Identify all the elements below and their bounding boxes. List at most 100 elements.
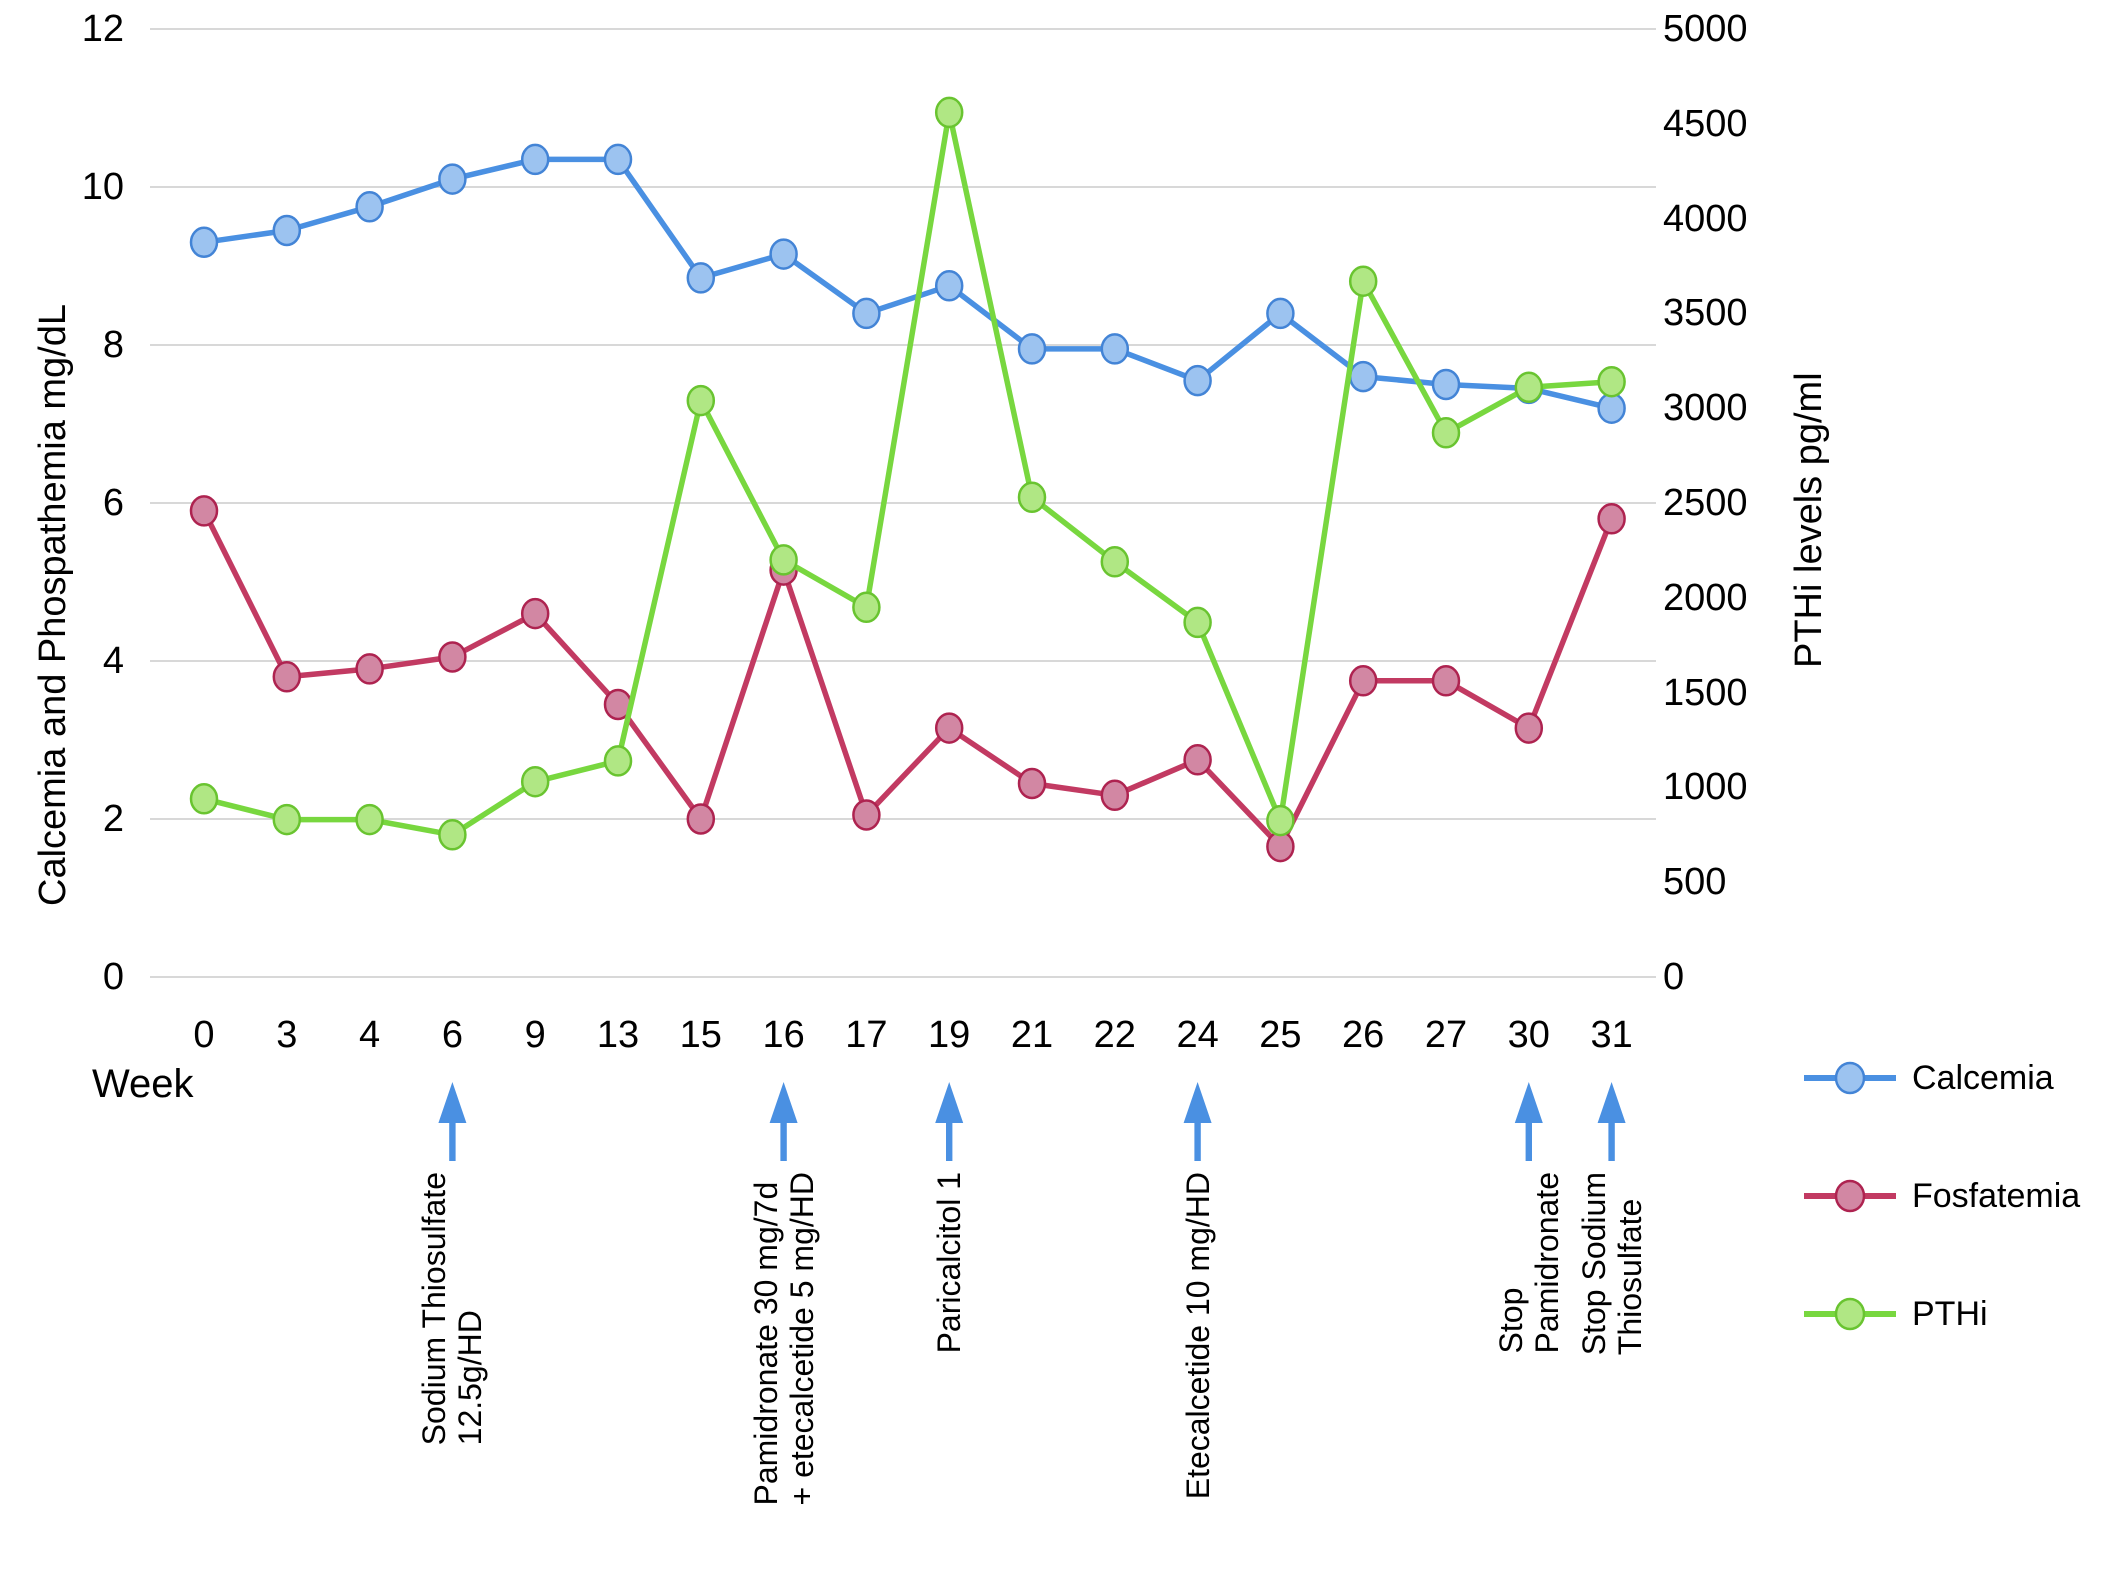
legend-marker-icon — [1804, 1297, 1896, 1331]
data-point-marker — [1017, 333, 1047, 365]
data-point-marker — [520, 143, 550, 176]
data-point-marker — [438, 641, 467, 673]
annotation-label: Pamidronate 30 mg/7d + etecalcetide 5 mg/… — [748, 1172, 820, 1506]
left-tick-label: 10 — [81, 166, 124, 208]
left-tick-label: 0 — [102, 956, 124, 998]
data-point-marker — [189, 783, 219, 815]
right-tick-label: 4500 — [1663, 102, 1748, 145]
data-point-marker — [852, 297, 881, 330]
x-tick-label: 21 — [1010, 1014, 1054, 1056]
up-arrow-icon — [935, 1082, 964, 1161]
right-tick-label: 5000 — [1663, 8, 1748, 50]
data-point-marker — [1100, 779, 1130, 812]
x-tick-label: 4 — [359, 1014, 381, 1056]
x-tick-label: 27 — [1424, 1014, 1468, 1056]
data-point-marker — [686, 803, 716, 835]
data-point-marker — [1514, 371, 1544, 404]
x-tick-label: 0 — [193, 1014, 215, 1056]
data-point-marker — [603, 745, 633, 777]
data-point-marker — [1514, 712, 1544, 744]
x-tick-label: 9 — [524, 1014, 546, 1056]
x-tick-label: 30 — [1507, 1014, 1550, 1056]
right-tick-label: 3500 — [1663, 292, 1748, 335]
data-point-marker — [852, 591, 881, 624]
series-calcemia — [189, 143, 1626, 424]
x-tick-label: 31 — [1590, 1014, 1633, 1056]
left-tick-label: 4 — [102, 640, 124, 682]
legend-item: Fosfatemia — [1802, 1176, 2080, 1216]
up-arrow-icon — [769, 1082, 798, 1161]
data-point-marker — [272, 661, 302, 693]
right-tick-label: 2500 — [1663, 482, 1748, 524]
data-point-marker — [1100, 333, 1130, 365]
data-point-marker — [1183, 364, 1212, 397]
left-axis-title: Calcemia and Phospathemia mg/dL — [32, 303, 74, 906]
legend-label: Calcemia — [1912, 1059, 2054, 1097]
data-point-marker — [520, 597, 550, 630]
data-point-marker — [1597, 503, 1626, 535]
data-point-marker — [520, 765, 550, 798]
data-point-marker — [1266, 297, 1295, 330]
legend-label: PTHi — [1912, 1295, 1988, 1333]
annotation-line: Stop Sodium — [1575, 1172, 1612, 1356]
data-point-marker — [1348, 360, 1378, 393]
x-tick-label: 13 — [596, 1014, 640, 1056]
annotation-line: Thiosulfate — [1611, 1198, 1648, 1356]
right-axis-title: PTHi levels pg/ml — [1788, 372, 1830, 668]
series-line — [201, 508, 1615, 850]
data-point-marker — [438, 819, 467, 851]
left-tick-label: 8 — [102, 324, 124, 366]
data-point-marker — [438, 163, 467, 195]
data-point-marker — [1100, 546, 1130, 578]
legend-marker-icon — [1804, 1061, 1896, 1095]
legend-item: Calcemia — [1802, 1058, 2080, 1098]
data-point-marker — [1017, 767, 1047, 800]
annotation-line: Stop — [1492, 1287, 1529, 1354]
data-point-marker — [1431, 665, 1461, 697]
data-point-marker — [934, 270, 964, 302]
x-tick-label: 26 — [1342, 1014, 1385, 1056]
up-arrow-icon — [1183, 1082, 1212, 1161]
data-point-marker — [272, 803, 302, 836]
data-point-marker — [1597, 392, 1626, 424]
annotation-line: Sodium Thiosulfate — [416, 1172, 453, 1446]
right-tick-label: 1500 — [1663, 671, 1748, 714]
data-point-marker — [1266, 804, 1295, 837]
right-tick-label: 0 — [1663, 956, 1685, 998]
data-point-marker — [272, 214, 302, 247]
data-point-marker — [355, 803, 384, 836]
series-pthi — [189, 96, 1626, 851]
x-tick-label: 22 — [1093, 1014, 1136, 1056]
left-tick-label: 2 — [102, 798, 124, 840]
annotation-line: 12.5g/HD — [452, 1310, 489, 1446]
annotation-arrows — [438, 1082, 1626, 1161]
right-tick-label: 4000 — [1663, 197, 1748, 240]
data-point-marker — [769, 238, 798, 270]
up-arrow-icon — [1514, 1082, 1543, 1161]
x-tick-label: 24 — [1176, 1014, 1219, 1056]
data-point-marker — [934, 712, 964, 744]
data-point-marker — [852, 799, 881, 831]
legend: Calcemia Fosfatemia PTHi — [1802, 1058, 2080, 1334]
data-point-marker — [1597, 365, 1626, 398]
right-tick-label: 500 — [1663, 861, 1727, 904]
up-arrow-icon — [1597, 1082, 1626, 1161]
annotation-line: + etecalcetide 5 mg/HD — [783, 1172, 820, 1506]
annotation-line: Etecalcetide 10 mg/HD — [1179, 1172, 1216, 1500]
series-fosfatemia — [189, 495, 1626, 863]
x-tick-label: 19 — [928, 1014, 971, 1056]
annotation-label: Stop Sodium Thiosulfate — [1576, 1172, 1648, 1355]
data-point-marker — [603, 143, 633, 176]
x-tick-label: 15 — [679, 1014, 722, 1056]
legend-item: PTHi — [1802, 1294, 2080, 1334]
data-point-marker — [355, 653, 384, 685]
left-tick-label: 12 — [81, 8, 124, 50]
annotation-line: Pamidronate 30 mg/7d — [747, 1181, 784, 1506]
x-axis-title: Week — [92, 1062, 194, 1106]
x-tick-label: 17 — [845, 1014, 888, 1056]
right-tick-label: 3000 — [1663, 387, 1748, 430]
series-line — [201, 109, 1615, 838]
annotation-label: Sodium Thiosulfate 12.5g/HD — [416, 1172, 488, 1445]
